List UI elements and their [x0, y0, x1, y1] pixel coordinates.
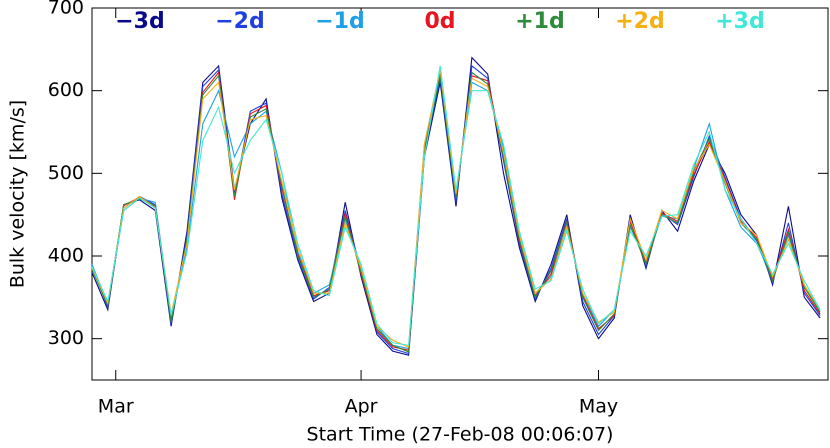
- series-line: [91, 65, 821, 346]
- x-tick-label: May: [579, 396, 618, 418]
- y-tick-label: 300: [48, 327, 84, 349]
- series-line: [91, 69, 821, 348]
- x-tick-label: Apr: [345, 396, 378, 418]
- legend-label: −2d: [215, 9, 265, 34]
- y-tick-label: 700: [48, 0, 84, 19]
- legend-label: −1d: [315, 9, 365, 34]
- legend-label: 0d: [424, 9, 455, 34]
- x-tick-label: Mar: [98, 396, 134, 418]
- y-tick-label: 500: [48, 162, 84, 184]
- plot-frame: [91, 7, 829, 381]
- y-tick-label: 400: [48, 245, 84, 267]
- x-axis-label: Start Time (27-Feb-08 00:06:07): [307, 424, 614, 446]
- series-line: [91, 56, 821, 356]
- legend-label: +1d: [515, 9, 565, 34]
- y-tick-label: 600: [48, 79, 84, 101]
- legend-label: +2d: [615, 9, 665, 34]
- legend-label: +3d: [715, 9, 765, 34]
- legend-label: −3d: [115, 9, 165, 34]
- y-axis-label: Bulk velocity [km/s]: [7, 100, 29, 288]
